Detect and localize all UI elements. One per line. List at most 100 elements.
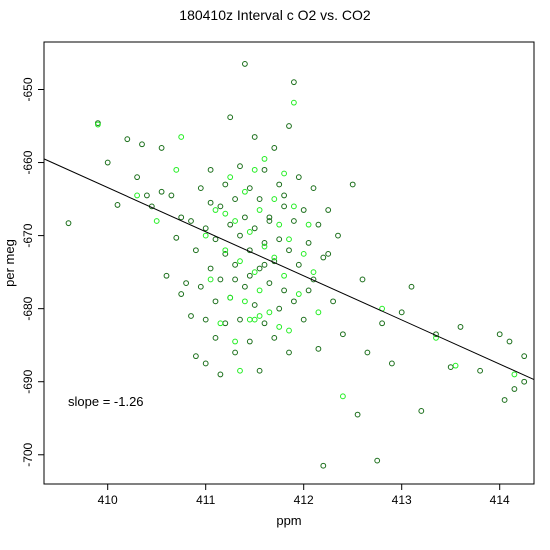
data-point — [457, 324, 464, 330]
data-point — [202, 316, 209, 323]
data-point — [256, 196, 263, 202]
data-point — [281, 170, 288, 177]
data-point — [295, 174, 302, 181]
data-point — [217, 203, 224, 210]
data-point — [202, 360, 209, 367]
data-point — [222, 247, 229, 254]
data-point — [227, 294, 234, 301]
data-point — [217, 320, 224, 327]
data-point — [266, 218, 273, 224]
plot-frame — [43, 41, 535, 485]
data-point — [134, 174, 141, 181]
data-point — [325, 250, 332, 257]
data-point — [237, 163, 243, 170]
data-point — [227, 221, 234, 228]
data-point — [178, 291, 185, 297]
data-point — [193, 247, 199, 254]
data-point — [242, 214, 248, 221]
data-point — [232, 349, 239, 356]
data-point — [349, 181, 356, 188]
data-point — [276, 324, 283, 330]
data-point — [173, 234, 180, 241]
data-point — [305, 240, 312, 246]
y-axis: -650 -660 -670 -680 -690 -700 — [21, 77, 44, 467]
data-point — [286, 349, 292, 356]
data-point — [173, 166, 180, 173]
data-point — [276, 236, 283, 243]
data-point — [310, 185, 317, 192]
data-point — [276, 181, 283, 188]
data-point — [521, 353, 528, 360]
data-point — [256, 207, 263, 213]
data-point — [330, 298, 337, 305]
data-point — [266, 309, 273, 316]
data-point — [271, 254, 278, 261]
data-point — [251, 316, 258, 323]
data-point — [95, 121, 101, 128]
data-point — [183, 280, 190, 286]
data-point — [315, 345, 322, 352]
data-point — [207, 199, 214, 206]
data-point — [271, 145, 278, 151]
y-tick-label: -670 — [21, 223, 35, 247]
data-point — [178, 214, 185, 221]
data-point — [202, 232, 209, 239]
y-tick-label: -680 — [21, 296, 35, 320]
data-point — [237, 258, 243, 265]
data-point — [281, 272, 288, 279]
y-tick-label: -650 — [21, 77, 35, 101]
data-point — [232, 338, 239, 345]
data-point — [212, 236, 219, 243]
data-point — [286, 123, 292, 129]
data-point — [310, 269, 317, 276]
data-point — [261, 155, 268, 162]
data-point — [418, 408, 425, 414]
data-point — [222, 250, 229, 257]
data-point — [281, 192, 288, 199]
data-point — [237, 232, 243, 239]
data-point — [261, 240, 268, 246]
data-point — [261, 320, 268, 327]
data-point — [178, 134, 185, 140]
data-point — [212, 334, 219, 341]
data-point — [408, 283, 415, 290]
data-point — [398, 309, 405, 316]
data-point — [335, 232, 341, 239]
data-point — [379, 320, 386, 327]
data-point — [242, 61, 248, 67]
data-point — [251, 269, 258, 276]
data-point — [291, 79, 297, 86]
data-point — [246, 272, 253, 279]
data-point — [114, 202, 121, 208]
data-point — [266, 280, 273, 286]
data-point — [389, 360, 395, 367]
data-point — [291, 298, 297, 305]
data-point — [511, 371, 518, 378]
x-tick-label: 411 — [196, 493, 215, 507]
data-point — [246, 316, 253, 323]
data-point — [158, 145, 165, 151]
data-point — [242, 188, 248, 195]
data-point — [251, 302, 258, 308]
data-point — [295, 291, 302, 297]
x-axis: 410 411 412 413 414 — [98, 484, 510, 507]
x-axis-label: ppm — [276, 513, 301, 528]
data-point — [300, 207, 307, 213]
data-point — [452, 362, 459, 369]
data-point — [246, 338, 253, 345]
data-point — [300, 316, 307, 323]
x-tick-label: 410 — [98, 493, 118, 507]
data-point — [232, 276, 239, 283]
data-point — [291, 218, 297, 224]
y-tick-label: -660 — [21, 150, 35, 174]
data-point — [188, 218, 194, 224]
data-point — [256, 265, 263, 272]
data-point — [276, 305, 283, 312]
data-point — [477, 367, 484, 374]
data-point — [305, 287, 312, 294]
data-point — [256, 367, 263, 374]
data-point — [271, 334, 278, 341]
data-point — [207, 276, 214, 283]
data-point — [286, 247, 292, 254]
